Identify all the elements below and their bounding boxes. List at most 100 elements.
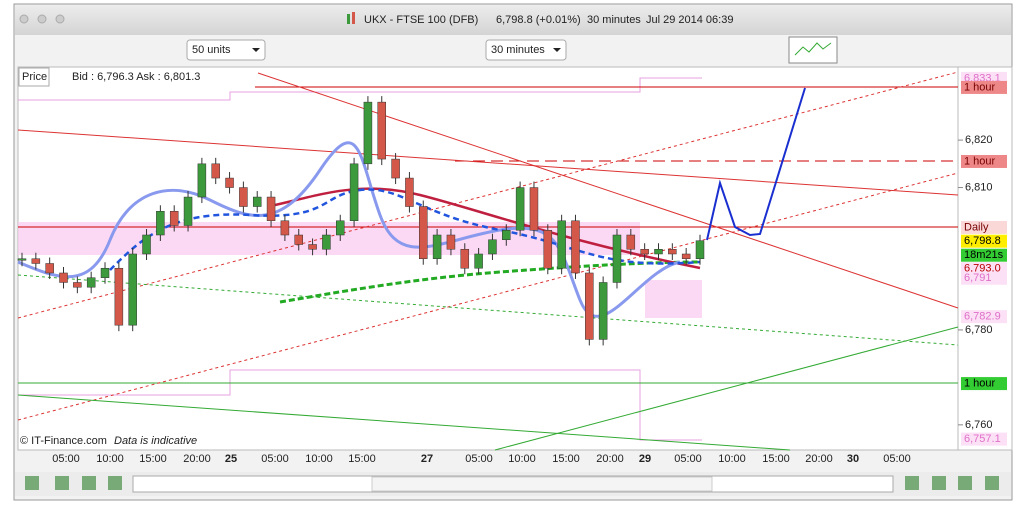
maximize[interactable] <box>55 14 65 24</box>
candle <box>335 220 345 236</box>
close[interactable] <box>19 14 29 24</box>
x-tick-label: 10:00 <box>508 453 536 465</box>
candle <box>363 101 373 165</box>
note: Data is indicative <box>114 435 197 447</box>
candle <box>391 158 400 179</box>
candle <box>681 253 691 259</box>
candle <box>280 220 290 236</box>
price-tag-label: 1 hour <box>964 155 996 167</box>
x-tick-label: 30 <box>847 453 859 465</box>
candle <box>225 177 234 188</box>
x-tick-label: 05:00 <box>674 453 702 465</box>
candle <box>474 253 483 269</box>
price-tag-label: 18m21s <box>964 249 1004 261</box>
candle <box>156 211 165 236</box>
y-tick-label: 6,810 <box>965 181 993 193</box>
bid-ask: Bid : 6,796.3 Ask : 6,801.3 <box>72 71 200 83</box>
x-tick-label: 25 <box>225 453 237 465</box>
candle <box>640 248 649 255</box>
y-tick-label: 6,820 <box>965 134 993 146</box>
candle <box>529 187 539 231</box>
x-tick-label: 05:00 <box>883 453 911 465</box>
credit: © IT-Finance.com <box>20 435 107 447</box>
candle <box>612 234 622 283</box>
icon <box>347 14 350 24</box>
price-tag <box>961 377 1007 391</box>
window-title: UKX - FTSE 100 (DFB) <box>364 14 478 26</box>
candle <box>557 220 566 269</box>
candle <box>585 272 594 340</box>
price-tag-label: 6,757.1 <box>964 433 1001 445</box>
x-tick-label: 15:00 <box>139 453 167 465</box>
tools[interactable] <box>25 476 999 490</box>
candle <box>252 196 262 207</box>
price-tag <box>961 80 1007 94</box>
x-tick-label: 20:00 <box>805 453 833 465</box>
candle <box>239 187 248 207</box>
candle <box>405 177 414 207</box>
candle <box>308 244 317 250</box>
candle <box>266 196 276 222</box>
candle <box>183 196 193 226</box>
candle <box>128 253 137 326</box>
minimize[interactable] <box>37 14 47 24</box>
candle <box>419 206 428 259</box>
candle <box>17 258 27 261</box>
x-tick-label: 15:00 <box>762 453 790 465</box>
price-tag-label: Daily <box>964 221 989 233</box>
candle <box>543 230 553 269</box>
candle <box>349 163 359 222</box>
y-tick-label: 6,780 <box>965 324 993 336</box>
scroll-thumb[interactable] <box>371 476 713 492</box>
x-tick-label: 10:00 <box>718 453 746 465</box>
candle <box>377 101 387 160</box>
price-tag-label: 6,782.9 <box>964 311 1001 323</box>
candle <box>211 163 220 179</box>
units: 50 units <box>192 44 231 56</box>
x-tick-label: 10:00 <box>305 453 333 465</box>
price-tag <box>961 310 1007 324</box>
x-tick-label: 15:00 <box>552 453 580 465</box>
candle <box>654 248 663 255</box>
candle <box>695 240 705 259</box>
candle <box>197 163 207 198</box>
interval-select: 30 minutes <box>491 44 545 56</box>
candle <box>488 239 497 255</box>
interval: 30 minutes <box>587 14 641 26</box>
candle <box>322 234 331 250</box>
overlays <box>17 71 959 451</box>
price-label: Price <box>22 71 47 83</box>
x-tick-label: 05:00 <box>465 453 493 465</box>
x-tick-label: 27 <box>421 453 433 465</box>
indicator-button[interactable] <box>788 36 838 64</box>
candle <box>460 248 470 269</box>
interval-dropdown[interactable] <box>485 39 567 61</box>
candle <box>502 230 511 241</box>
candle <box>169 211 179 226</box>
x-tick-label: 10:00 <box>96 453 124 465</box>
candle <box>626 234 636 250</box>
price-tag-label: 6,798.8 <box>964 235 1001 247</box>
x-tick-label: 20:00 <box>183 453 211 465</box>
candle <box>45 263 54 274</box>
price-tag <box>961 234 1007 248</box>
price-tag-label: 1 hour <box>964 81 996 93</box>
x-tick-label: 05:00 <box>261 453 289 465</box>
icon <box>794 42 832 56</box>
x-tick-label: 29 <box>639 453 651 465</box>
price-tag-label: 1 hour <box>964 377 996 389</box>
price-tag <box>961 220 1007 234</box>
units-dropdown[interactable] <box>186 39 266 61</box>
candle <box>142 234 151 255</box>
icon <box>352 12 355 24</box>
candle <box>59 272 68 283</box>
candle <box>100 267 110 278</box>
price-box[interactable] <box>18 67 50 87</box>
price-tag <box>961 432 1007 446</box>
title-bar <box>15 5 1011 35</box>
caret <box>252 48 260 52</box>
price-tag <box>961 248 1007 262</box>
caret <box>553 48 561 52</box>
plot-area <box>17 66 959 451</box>
